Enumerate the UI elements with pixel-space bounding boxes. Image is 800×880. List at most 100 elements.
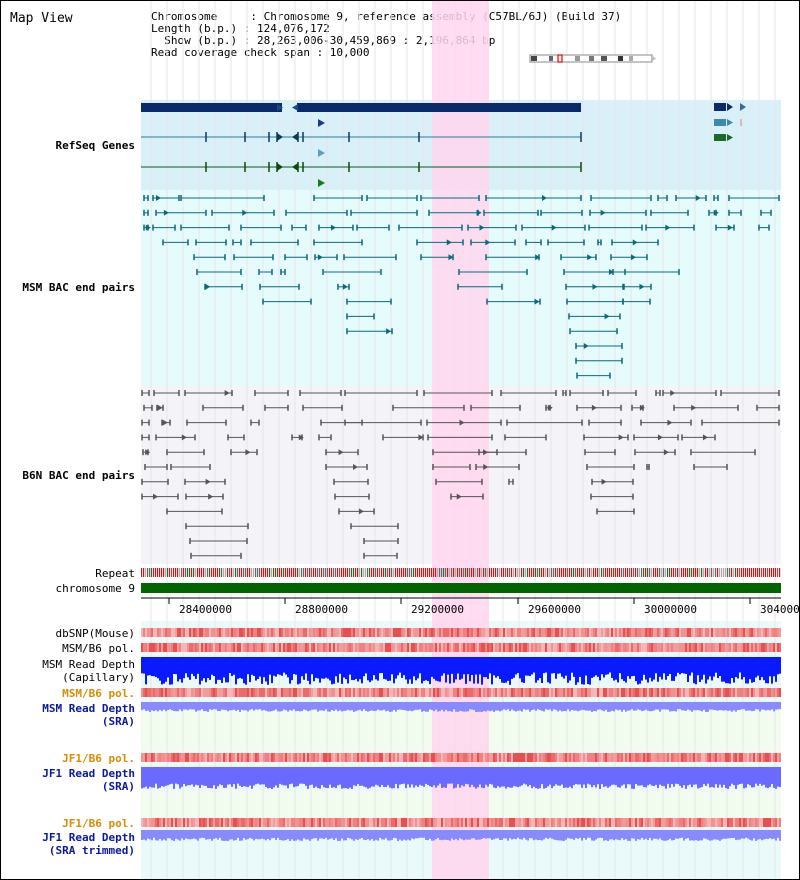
repeat-mark [267,568,269,577]
depth-bar [639,767,641,786]
heatmap-cell [583,688,585,697]
depth-bar [599,657,601,681]
heatmap-cell [677,818,679,827]
depth-bar [695,767,697,785]
depth-bar [705,657,707,684]
heatmap-cell [691,643,693,652]
heatmap-cell [185,818,187,827]
track-label-b6n-bac[interactable]: B6N BAC end pairs [22,469,135,482]
gene-arrow [740,103,746,111]
track-label-dbsnp[interactable]: dbSNP(Mouse) [55,627,135,640]
depth-bar [361,702,363,712]
heatmap-cell [541,688,543,697]
depth-bar [751,767,753,788]
repeat-mark [581,568,583,577]
repeat-mark [277,568,279,577]
heatmap-cell [415,688,417,697]
depth-bar [379,657,381,674]
heatmap-cell [253,643,255,652]
heatmap-cell [227,688,229,697]
heatmap-cell [507,753,509,762]
depth-bar [503,657,505,683]
track-label-msm-b6-pol-1[interactable]: MSM/B6 pol. [62,642,135,655]
repeat-mark [775,568,777,577]
repeat-mark [575,568,577,577]
heatmap-cell [367,753,369,762]
chromosome-ideogram[interactable] [529,54,659,64]
heatmap-cell [755,628,757,637]
heatmap-cell [425,818,427,827]
heatmap-cell [575,818,577,827]
heatmap-cell [285,628,287,637]
track-label-msm-bac[interactable]: MSM BAC end pairs [22,281,135,294]
heatmap-cell [777,688,779,697]
track-label-msm-depth-capillary[interactable]: MSM Read Depth [42,658,135,671]
depth-bar [347,657,349,684]
repeat-mark [535,568,537,577]
heatmap-cell [193,688,195,697]
heatmap-cell [753,818,755,827]
depth-bar [741,657,743,680]
depth-bar [493,830,495,840]
heatmap-cell [335,643,337,652]
heatmap-cell [313,753,315,762]
depth-bar [777,830,779,838]
track-label-jf1-depth-sra[interactable]: JF1 Read Depth [42,767,135,780]
depth-bar [767,702,769,710]
depth-bar [765,830,767,839]
heatmap-cell [437,818,439,827]
depth-bar [253,767,255,786]
track-label-jf1-b6-pol-2[interactable]: JF1/B6 pol. [62,817,135,830]
depth-bar [345,830,347,841]
depth-bar [405,767,407,789]
depth-bar [705,830,707,839]
depth-bar [393,657,395,684]
track-label-refseq[interactable]: RefSeq Genes [55,139,135,152]
heatmap-cell [363,818,365,827]
depth-bar [629,830,631,841]
track-label-chromosome[interactable]: chromosome 9 [55,582,135,595]
track-label-msm-depth-sra[interactable]: MSM Read Depth [42,702,135,715]
heatmap-cell [529,818,531,827]
depth-bar [231,702,233,711]
heatmap-cell [321,688,323,697]
track-label-repeat[interactable]: Repeat [95,567,135,580]
depth-bar [179,830,181,841]
depth-bar [451,657,453,674]
track-label-jf1-depth-trimmed[interactable]: JF1 Read Depth [42,831,135,844]
depth-bar [695,830,697,841]
heatmap-cell [385,688,387,697]
depth-bar [407,830,409,840]
heatmap-cell [149,688,151,697]
depth-bar [283,767,285,786]
heatmap-cell [671,688,673,697]
heatmap-cell [671,628,673,637]
track-label-msm-b6-pol-2[interactable]: MSM/B6 pol. [62,687,135,700]
heatmap-cell [531,753,533,762]
heatmap-cell [631,818,633,827]
heatmap-cell [645,628,647,637]
depth-bar [331,657,333,685]
heatmap-cell [623,643,625,652]
depth-bar [463,702,465,712]
heatmap-cell [657,643,659,652]
repeat-mark [383,568,385,577]
repeat-mark [147,568,149,577]
heatmap-cell [591,753,593,762]
track-label-jf1-b6-pol-1[interactable]: JF1/B6 pol. [62,752,135,765]
heatmap-cell [353,818,355,827]
heatmap-cell [389,818,391,827]
depth-bar [245,702,247,711]
depth-bar [715,767,717,785]
repeat-mark [479,568,481,577]
heatmap-cell [685,818,687,827]
depth-bar [779,767,781,788]
depth-bar [751,657,753,683]
repeat-mark [599,568,601,577]
heatmap-cell [269,818,271,827]
depth-bar [739,657,741,673]
depth-bar [585,657,587,676]
heatmap-cell [363,688,365,697]
depth-bar [165,702,167,712]
